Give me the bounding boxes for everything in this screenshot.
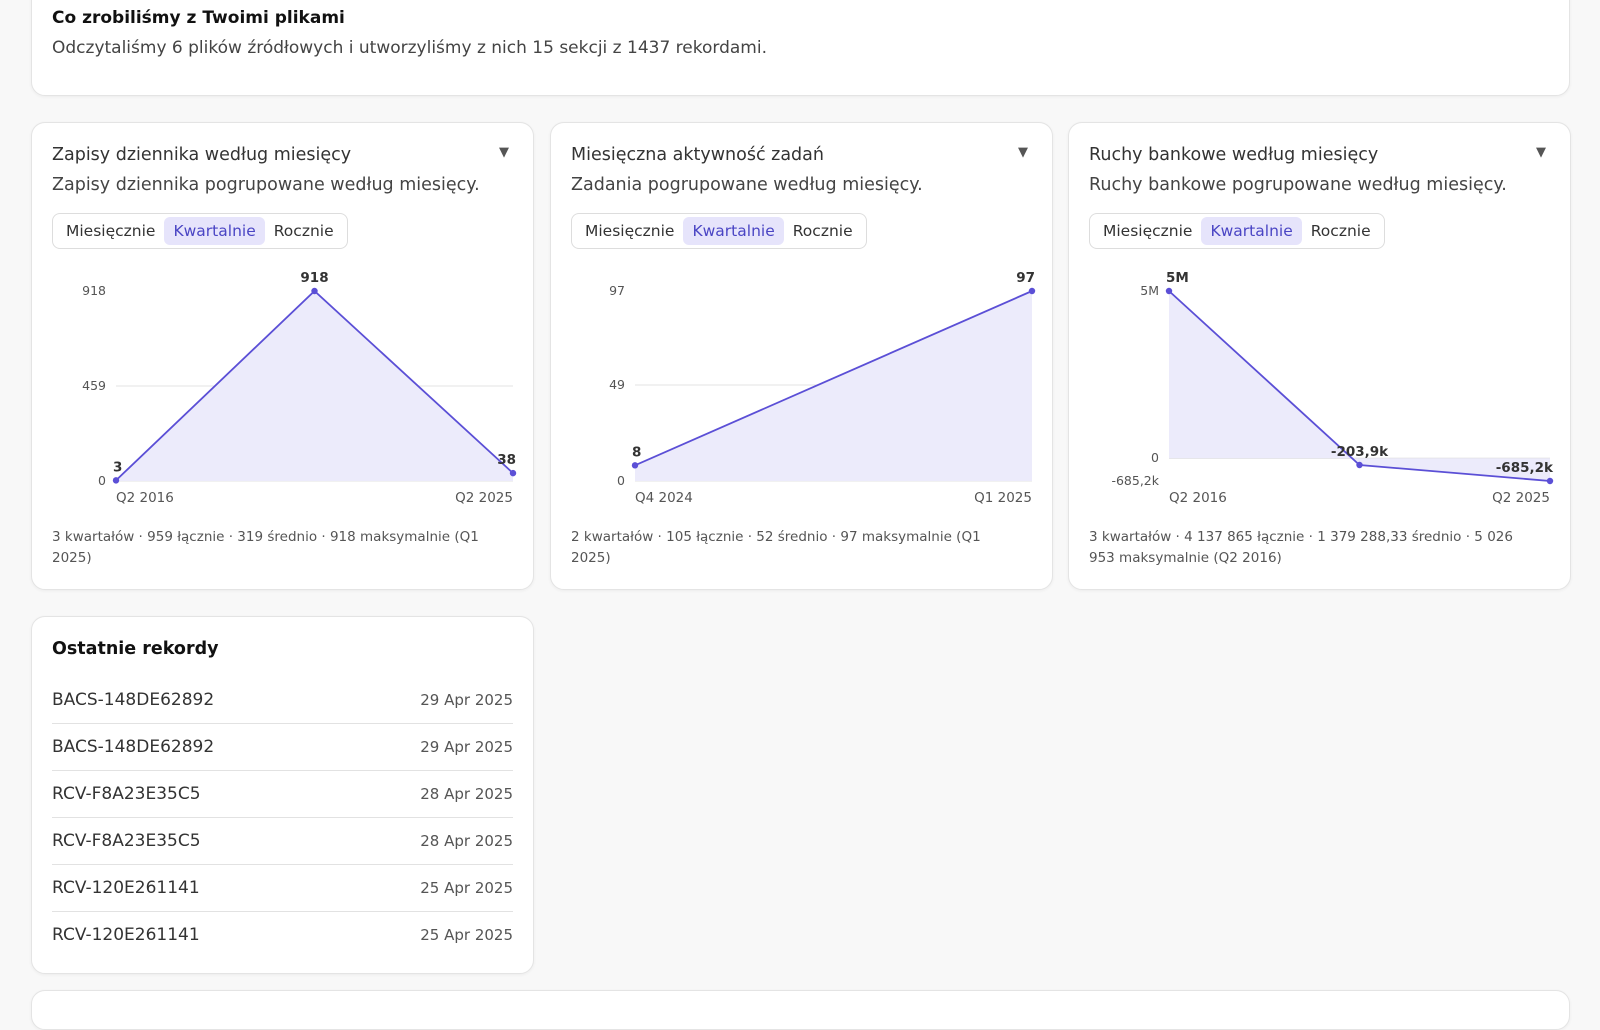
chart-stats: 2 kwartałów · 105 łącznie · 52 średnio ·… xyxy=(571,529,981,566)
x-tick-label: Q2 2016 xyxy=(1169,490,1227,506)
data-label: -685,2k xyxy=(1496,460,1554,476)
record-date: 29 Apr 2025 xyxy=(420,691,513,709)
recent-records-list: BACS-148DE62892 29 Apr 2025 BACS-148DE62… xyxy=(52,677,513,958)
data-point xyxy=(509,469,517,477)
list-item[interactable]: BACS-148DE62892 29 Apr 2025 xyxy=(52,724,513,771)
chart-card-bank: Ruchy bankowe według miesięcy ▼ Ruchy ba… xyxy=(1068,122,1571,590)
recent-records-title: Ostatnie rekordy xyxy=(52,639,219,659)
data-label: 918 xyxy=(300,270,328,286)
period-toggle: Miesięcznie Kwartalnie Rocznie xyxy=(571,213,867,249)
y-tick-label: 0 xyxy=(98,473,106,488)
chart-subtitle: Zapisy dziennika pogrupowane według mies… xyxy=(52,175,480,195)
record-id: RCV-120E261141 xyxy=(52,925,200,945)
toggle-yearly[interactable]: Rocznie xyxy=(273,222,334,240)
record-date: 29 Apr 2025 xyxy=(420,738,513,756)
x-tick-label: Q4 2024 xyxy=(635,490,693,506)
chart-title: Miesięczna aktywność zadań xyxy=(571,145,824,165)
data-label: 3 xyxy=(113,459,122,475)
chart-title: Ruchy bankowe według miesięcy xyxy=(1089,145,1379,165)
data-point xyxy=(1356,461,1363,469)
toggle-monthly[interactable]: Miesięcznie xyxy=(66,222,156,240)
data-point xyxy=(1165,287,1173,295)
record-id: RCV-F8A23E35C5 xyxy=(52,831,201,851)
chevron-down-icon[interactable]: ▼ xyxy=(1536,145,1546,160)
chevron-down-icon[interactable]: ▼ xyxy=(499,145,509,160)
record-id: BACS-148DE62892 xyxy=(52,737,215,757)
toggle-quarterly[interactable]: Kwartalnie xyxy=(164,217,265,245)
chart-subtitle: Ruchy bankowe pogrupowane według miesięc… xyxy=(1089,175,1507,195)
data-point xyxy=(631,462,639,469)
list-item[interactable]: RCV-120E261141 25 Apr 2025 xyxy=(52,912,513,958)
next-section-card xyxy=(31,990,1570,1030)
record-date: 25 Apr 2025 xyxy=(420,926,513,944)
y-tick-label: 97 xyxy=(609,283,625,298)
list-item[interactable]: RCV-F8A23E35C5 28 Apr 2025 xyxy=(52,818,513,865)
chart-card-tasks: Miesięczna aktywność zadań ▼ Zadania pog… xyxy=(550,122,1053,590)
toggle-monthly[interactable]: Miesięcznie xyxy=(1103,222,1193,240)
summary-title: Co zrobiliśmy z Twoimi plikami xyxy=(52,8,345,28)
area-fill xyxy=(116,291,513,481)
chart-stats: 3 kwartałów · 959 łącznie · 319 średnio … xyxy=(52,529,479,566)
list-item[interactable]: RCV-120E261141 25 Apr 2025 xyxy=(52,865,513,912)
toggle-yearly[interactable]: Rocznie xyxy=(792,222,853,240)
data-point xyxy=(1028,287,1036,295)
summary-text: Odczytaliśmy 6 plików źródłowych i utwor… xyxy=(52,38,767,58)
y-tick-label: -685,2k xyxy=(1111,473,1159,488)
area-fill xyxy=(1169,291,1550,481)
data-label: 8 xyxy=(632,444,641,460)
list-item[interactable]: BACS-148DE62892 29 Apr 2025 xyxy=(52,677,513,724)
x-tick-label: Q2 2025 xyxy=(455,490,513,506)
record-date: 28 Apr 2025 xyxy=(420,785,513,803)
toggle-quarterly[interactable]: Kwartalnie xyxy=(1201,217,1302,245)
data-point xyxy=(311,287,318,295)
toggle-yearly[interactable]: Rocznie xyxy=(1310,222,1371,240)
y-tick-label: 5M xyxy=(1140,283,1159,298)
chart-stats: 3 kwartałów · 4 137 865 łącznie · 1 379 … xyxy=(1089,529,1513,566)
y-tick-label: 0 xyxy=(1151,450,1159,465)
toggle-monthly[interactable]: Miesięcznie xyxy=(585,222,675,240)
line-chart: 3 918 38 0 459 918 Q2 2016 Q2 2025 xyxy=(82,270,517,506)
y-tick-label: 459 xyxy=(82,378,106,393)
data-label: 97 xyxy=(1016,270,1035,286)
series-line xyxy=(634,290,1033,467)
data-point xyxy=(1546,477,1554,485)
summary-card: Co zrobiliśmy z Twoimi plikami Odczytali… xyxy=(31,0,1570,96)
area-fill xyxy=(635,291,1032,481)
x-tick-label: Q1 2025 xyxy=(974,490,1032,506)
line-chart: 8 97 0 49 97 Q4 2024 Q1 2025 xyxy=(609,270,1036,506)
chart-card-journal: Zapisy dziennika według miesięcy ▼ Zapis… xyxy=(31,122,534,590)
line-chart: 5M -203,9k -685,2k -685,2k 0 5M Q2 2016 Q2 2025 xyxy=(1111,270,1554,506)
data-label: -203,9k xyxy=(1331,444,1389,460)
period-toggle: Miesięcznie Kwartalnie Rocznie xyxy=(52,213,348,249)
list-item[interactable]: RCV-F8A23E35C5 28 Apr 2025 xyxy=(52,771,513,818)
y-tick-label: 918 xyxy=(82,283,106,298)
chart-subtitle: Zadania pogrupowane według miesięcy. xyxy=(571,175,923,195)
period-toggle: Miesięcznie Kwartalnie Rocznie xyxy=(1089,213,1385,249)
chart-title: Zapisy dziennika według miesięcy xyxy=(52,145,352,165)
x-tick-label: Q2 2025 xyxy=(1492,490,1550,506)
record-id: RCV-F8A23E35C5 xyxy=(52,784,201,804)
record-date: 28 Apr 2025 xyxy=(420,832,513,850)
data-label: 5M xyxy=(1166,270,1189,286)
record-id: BACS-148DE62892 xyxy=(52,690,215,710)
y-tick-label: 0 xyxy=(617,473,625,488)
data-label: 38 xyxy=(497,452,516,468)
data-point xyxy=(112,477,120,484)
record-date: 25 Apr 2025 xyxy=(420,879,513,897)
record-id: RCV-120E261141 xyxy=(52,878,200,898)
recent-records-card: Ostatnie rekordy BACS-148DE62892 29 Apr … xyxy=(31,616,534,974)
toggle-quarterly[interactable]: Kwartalnie xyxy=(683,217,784,245)
x-tick-label: Q2 2016 xyxy=(116,490,174,506)
chevron-down-icon[interactable]: ▼ xyxy=(1018,145,1028,160)
y-tick-label: 49 xyxy=(609,377,625,392)
